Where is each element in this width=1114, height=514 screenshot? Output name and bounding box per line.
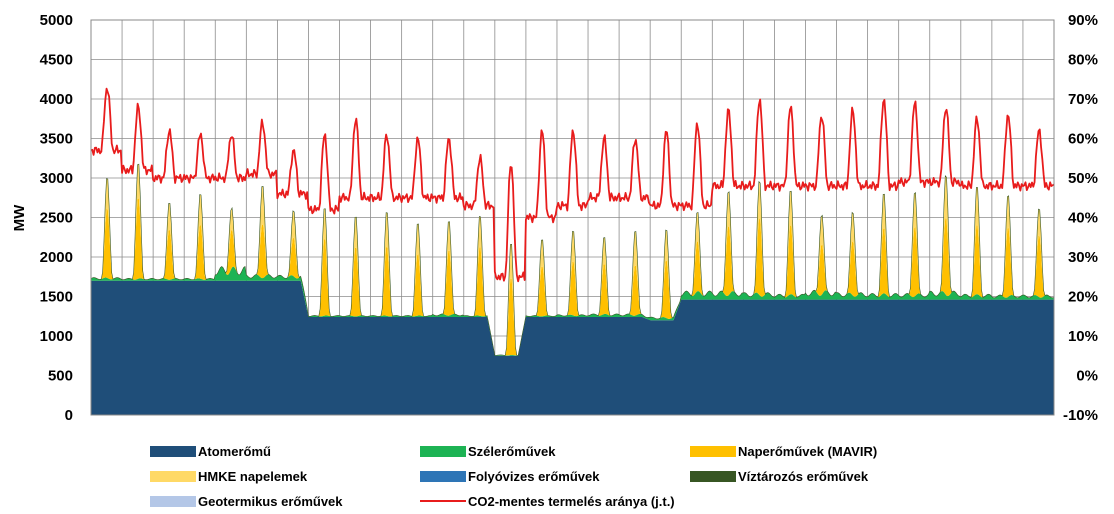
legend-swatch <box>150 495 196 507</box>
legend-swatch <box>420 445 466 457</box>
y-right-tick-label: 50% <box>1068 170 1098 187</box>
plot-border <box>90 19 1055 416</box>
y-right-tick-label: 30% <box>1068 249 1098 266</box>
legend-swatch <box>420 470 466 482</box>
legend-item: Víztározós erőművek <box>690 466 868 486</box>
legend-item: Geotermikus erőművek <box>150 491 343 511</box>
legend-swatch <box>150 445 196 457</box>
legend-swatch <box>690 470 736 482</box>
y-axis-label: MW <box>11 204 28 231</box>
plot-areas <box>90 163 1055 415</box>
chart: 0 500 1000 1500 2000 2500 3000 3500 4000 4500 5000… <box>11 12 1098 424</box>
area-atomeromu <box>91 280 1054 415</box>
area-naperomuvek-mavir <box>91 198 1054 356</box>
legend-label: Atomerőmű <box>198 443 271 459</box>
y-left-tick-label: 3000 <box>40 170 73 187</box>
area-hmke-napelemek <box>91 164 1054 356</box>
area-viztarozos-eromuvek <box>90 163 1055 356</box>
legend-swatch <box>690 445 736 457</box>
y-left-tick-label: 0 <box>65 407 73 424</box>
legend-label: Geotermikus erőművek <box>198 493 343 509</box>
legend: Atomerőmű Szélerőművek Naperőművek (MAVIR)… <box>150 441 1050 511</box>
legend-label: Naperőművek (MAVIR) <box>738 443 878 459</box>
y-left-tick-label: 1000 <box>40 328 73 345</box>
legend-item: HMKE napelemek <box>150 466 307 486</box>
y-right-tick-label: 80% <box>1068 52 1098 69</box>
legend-label: Szélerőművek <box>468 443 556 459</box>
legend-item: CO2-mentes termelés aránya (j.t.) <box>420 491 675 511</box>
y-left-tick-label: 3500 <box>40 131 73 148</box>
y-right-tick-label: 60% <box>1068 131 1098 148</box>
legend-item: Folyóvizes erőművek <box>420 466 600 486</box>
legend-item: Naperőművek (MAVIR) <box>690 441 877 461</box>
y-right-tick-label: 0% <box>1076 368 1098 385</box>
legend-label: CO2-mentes termelés aránya (j.t.) <box>468 493 675 509</box>
y-right-tick-label: 40% <box>1068 210 1098 227</box>
co2-line <box>90 87 1055 283</box>
co2-line-group <box>90 87 1055 283</box>
legend-item: Atomerőmű <box>150 441 271 461</box>
y-right-tick-label: 10% <box>1068 328 1098 345</box>
y-left-tick-label: 2500 <box>40 210 73 227</box>
legend-swatch <box>150 470 196 482</box>
legend-label: HMKE napelemek <box>198 468 308 484</box>
y-left-tick-label: 2000 <box>40 249 73 266</box>
y-left-tick-label: 500 <box>48 368 73 385</box>
left-axis-ticks: 0 500 1000 1500 2000 2500 3000 3500 4000 4500 5000 <box>40 12 73 424</box>
y-right-tick-label: 20% <box>1068 289 1098 306</box>
legend-label: Víztározós erőművek <box>738 468 869 484</box>
y-right-tick-label: 90% <box>1068 12 1098 29</box>
legend-item: Szélerőművek <box>420 441 555 461</box>
y-right-tick-label: -10% <box>1063 407 1098 424</box>
y-left-tick-label: 4000 <box>40 91 73 108</box>
y-right-tick-label: 70% <box>1068 91 1098 108</box>
legend-label: Folyóvizes erőművek <box>468 468 600 484</box>
right-axis-ticks: -10% 0% 10% 20% 30% 40% 50% 60% 70% 80% 90% <box>1063 12 1098 424</box>
y-left-tick-label: 1500 <box>40 289 73 306</box>
y-left-tick-label: 5000 <box>40 12 73 29</box>
legend-swatch <box>420 500 466 502</box>
y-left-tick-label: 4500 <box>40 52 73 69</box>
